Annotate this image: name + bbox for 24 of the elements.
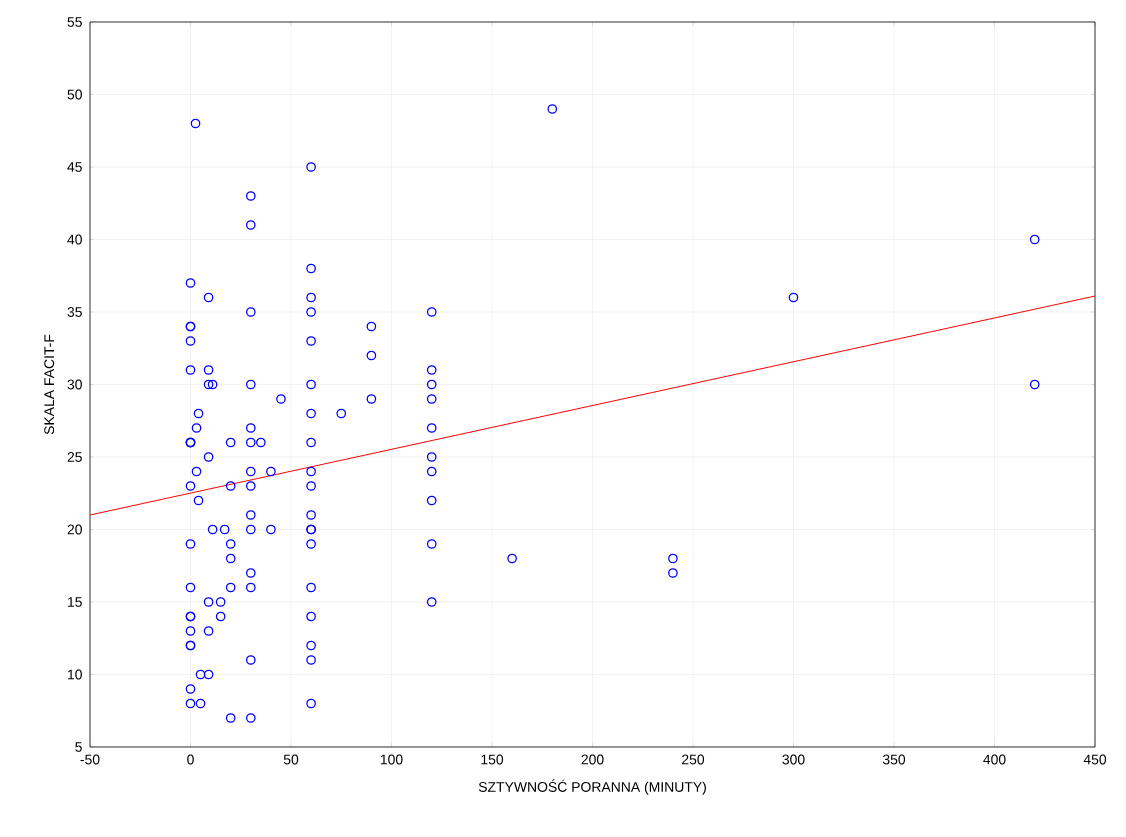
x-tick-label: 50 bbox=[283, 754, 299, 765]
x-tick-label: 350 bbox=[882, 754, 906, 765]
y-axis-title: SKALA FACIT-F bbox=[44, 334, 55, 435]
y-tick-label: 35 bbox=[67, 307, 82, 317]
x-tick-label: 100 bbox=[380, 754, 403, 765]
x-axis-title: SZTYWNOŚĆ PORANNA (MINUTY) bbox=[478, 779, 706, 795]
x-tick-label: 250 bbox=[682, 754, 705, 765]
x-tick-label: 150 bbox=[481, 754, 504, 765]
x-tick-label: 200 bbox=[581, 754, 604, 765]
y-tick-label: 10 bbox=[68, 669, 82, 680]
x-tick-label: 450 bbox=[1083, 754, 1107, 765]
y-tick-label: 5 bbox=[75, 742, 82, 752]
y-tick-label: 40 bbox=[67, 234, 82, 245]
y-tick-label: 45 bbox=[67, 162, 82, 172]
y-tick-label: 15 bbox=[68, 597, 82, 607]
y-tick-label: 20 bbox=[67, 524, 82, 535]
x-tick-label: 300 bbox=[782, 754, 805, 765]
y-tick-label: 50 bbox=[67, 89, 82, 100]
y-tick-label: 55 bbox=[67, 17, 82, 27]
x-tick-label: -50 bbox=[80, 754, 100, 765]
y-tick-label: 30 bbox=[67, 379, 82, 390]
x-tick-label: 400 bbox=[983, 754, 1006, 765]
x-tick-label: 0 bbox=[187, 754, 194, 765]
y-tick-label: 25 bbox=[67, 452, 82, 462]
